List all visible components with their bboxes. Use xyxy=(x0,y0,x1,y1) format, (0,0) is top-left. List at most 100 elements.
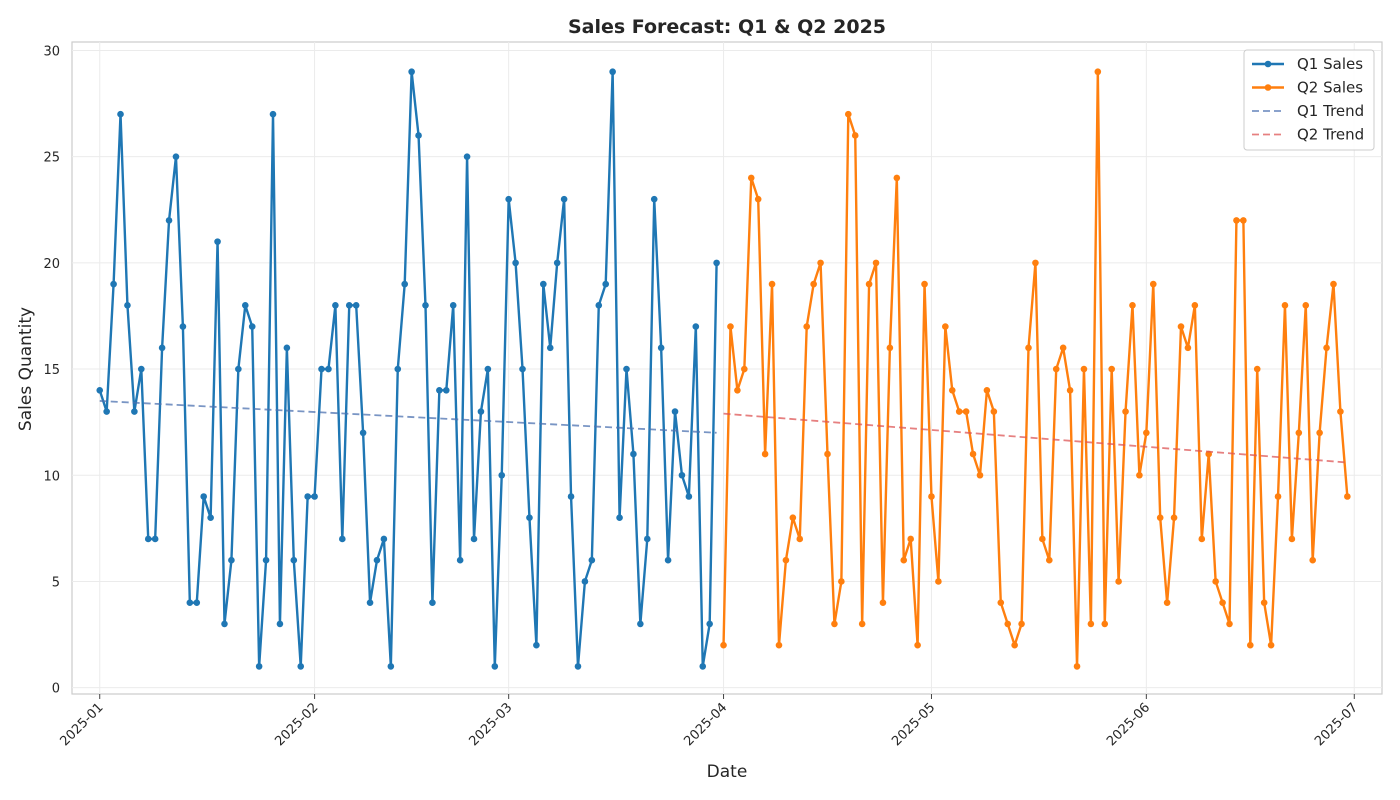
q1-sales-point xyxy=(671,408,679,415)
legend-label-q1-trend: Q1 Trend xyxy=(1297,102,1364,120)
q2-sales-point xyxy=(1101,620,1109,628)
q1-sales-point xyxy=(512,259,519,267)
q1-sales-point xyxy=(144,535,152,543)
q2-sales-point xyxy=(1025,344,1032,352)
q2-sales-point xyxy=(1198,535,1206,543)
q2-sales-point xyxy=(962,408,970,415)
q1-sales-point xyxy=(685,493,693,500)
q1-sales-point xyxy=(124,302,131,309)
q1-sales-point xyxy=(650,195,658,203)
q1-sales-point xyxy=(477,408,485,415)
q1-sales-point xyxy=(553,259,561,267)
q2-sales-point xyxy=(1233,217,1240,224)
y-tick-label: 30 xyxy=(43,44,60,59)
q1-sales-point xyxy=(463,153,471,160)
q1-sales-point xyxy=(339,535,346,543)
q2-sales-point xyxy=(775,641,783,649)
q2-sales-point xyxy=(921,280,928,288)
q2-sales-point xyxy=(983,386,991,394)
q1-sales-point xyxy=(179,323,187,330)
q1-sales-point xyxy=(533,641,540,649)
q1-sales-point xyxy=(297,663,305,670)
q2-sales-point xyxy=(1066,386,1074,394)
q2-sales-point xyxy=(1136,471,1143,479)
q2-trend-series xyxy=(723,412,1348,464)
q1-sales-point xyxy=(387,663,395,670)
q2-sales-point xyxy=(969,450,977,458)
q2-sales-point xyxy=(935,578,942,585)
q1-sales-point xyxy=(560,195,568,203)
q1-sales-point xyxy=(262,556,270,564)
q2-sales-point xyxy=(1115,578,1122,585)
q2-sales-point xyxy=(754,195,762,203)
q2-sales-point xyxy=(948,386,956,394)
q1-sales-point xyxy=(269,110,277,118)
q1-sales-point xyxy=(332,302,339,309)
q1-sales-point xyxy=(616,514,623,522)
q1-sales-point xyxy=(318,365,325,373)
q2-sales-point xyxy=(942,323,949,330)
q2-sales-point xyxy=(1073,663,1081,670)
q1-sales-point xyxy=(158,344,166,352)
q2-sales-point xyxy=(796,535,804,543)
q2-sales-point xyxy=(1032,259,1039,267)
q2-sales-point xyxy=(1170,514,1178,522)
q1-sales-point xyxy=(422,302,429,309)
q1-sales-point xyxy=(456,556,464,564)
x-axis-title: Date xyxy=(707,762,748,782)
q2-sales-point xyxy=(789,514,797,522)
y-tick-label: 20 xyxy=(43,257,60,272)
q2-sales-point xyxy=(865,280,873,288)
q2-sales-point xyxy=(928,493,935,500)
q2-sales-point xyxy=(803,323,811,330)
q1-sales-point xyxy=(304,493,311,500)
q1-sales-point xyxy=(373,556,381,564)
q2-sales-point xyxy=(914,641,921,649)
q2-sales-point xyxy=(1191,302,1199,309)
legend-label-q2-trend: Q2 Trend xyxy=(1297,126,1364,144)
q1-sales-point xyxy=(255,663,263,670)
q2-sales-point xyxy=(1309,556,1316,564)
q1-trend-line xyxy=(99,400,717,434)
q2-sales-point xyxy=(1018,620,1025,628)
q1-sales-point xyxy=(235,365,242,373)
q2-sales-point xyxy=(782,556,790,564)
q2-sales-point xyxy=(1163,599,1171,606)
q2-sales-point xyxy=(1295,429,1303,437)
q1-sales-point xyxy=(151,535,159,543)
q1-sales-point xyxy=(643,535,651,543)
q2-sales-point xyxy=(720,641,727,649)
q2-sales-point xyxy=(1080,365,1088,373)
q2-sales-point xyxy=(768,280,776,288)
q1-sales-point xyxy=(567,493,575,500)
q2-sales-point xyxy=(1247,641,1254,649)
q1-sales-point xyxy=(491,663,499,670)
q1-sales-point xyxy=(706,620,713,628)
q2-sales-legend-marker xyxy=(1264,84,1272,91)
q1-sales-point xyxy=(540,280,547,288)
q2-sales-point xyxy=(1149,280,1157,288)
q1-sales-point xyxy=(283,344,291,352)
plot-area xyxy=(71,41,1383,695)
q2-sales-point xyxy=(1039,535,1046,543)
q1-sales-point xyxy=(637,620,644,628)
q1-sales-point xyxy=(165,217,173,224)
q2-sales-point xyxy=(824,450,831,458)
q1-sales-point xyxy=(248,323,256,330)
q2-sales-point xyxy=(997,599,1005,606)
q1-trend-series xyxy=(99,400,717,434)
q1-sales-point xyxy=(505,195,512,203)
q1-sales-point xyxy=(401,280,408,288)
q2-sales-point xyxy=(1288,535,1296,543)
q1-sales-point xyxy=(678,471,686,479)
q2-sales-point xyxy=(900,556,908,564)
q1-sales-point xyxy=(498,471,506,479)
q2-sales-point xyxy=(1156,514,1164,522)
y-tick-label: 5 xyxy=(52,575,60,590)
q1-sales-point xyxy=(442,386,450,394)
q2-sales-point xyxy=(879,599,887,606)
q1-sales-point xyxy=(574,663,582,670)
legend-label-q2-sales: Q2 Sales xyxy=(1297,79,1363,97)
q1-sales-point xyxy=(623,365,630,373)
